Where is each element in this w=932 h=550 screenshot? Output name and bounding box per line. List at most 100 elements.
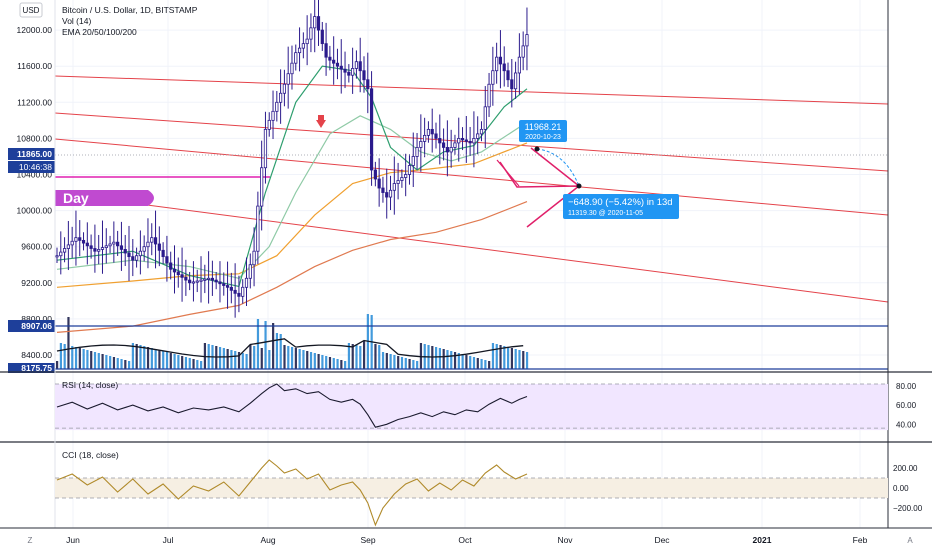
chart-header: USD Bitcoin / U.S. Dollar, 1D, BITSTAMP … [19,2,198,37]
volume-bar [306,351,309,369]
candle-body [495,56,499,72]
rsi-pane: 80.00 60.00 40.00 [55,382,917,431]
candle-body [74,237,78,242]
candle-body [513,72,518,90]
volume-bar [143,346,146,369]
candle-body [313,16,317,29]
volume-bar [253,346,256,369]
candle-body [138,250,142,257]
volume-bar [237,352,241,369]
candle-body [260,167,264,207]
volume-bar [264,321,267,369]
volume-bar [294,348,297,369]
candle-body [131,256,135,261]
price-tick-label: 12000.00 [17,25,53,35]
currency-button[interactable] [19,2,43,18]
time-tick-label: Jun [66,535,80,545]
volume-bar [355,345,358,369]
candle-body [263,128,268,169]
volume-bar [188,358,191,369]
level-upper-value: 8907.06 [21,321,52,331]
candle-body [385,192,389,198]
projection-drawing[interactable] [55,146,888,228]
volume-bar [507,347,510,369]
candle-body [354,61,359,69]
candle-body [339,65,343,70]
volume-bar [419,343,423,369]
candle-body [199,279,203,282]
time-axis[interactable]: Jun Jul Aug Sep Oct Nov Dec 2021 Feb [66,535,867,545]
candle-body [460,137,465,141]
volume-bar [184,357,188,369]
volume-bar [480,359,483,369]
volume-bar [351,344,354,369]
candle-body [510,79,514,90]
zoom-button[interactable]: Z [28,536,33,545]
volume-bar [397,356,400,369]
candle-body [59,251,63,257]
candle-body [100,247,105,250]
volume-bar [442,349,445,369]
candle-body [301,43,305,49]
volume-bar [192,359,195,369]
candle-body [369,88,374,171]
volume-ma-line [56,338,524,358]
price-tick-label: 11200.00 [17,97,52,107]
price-axis-labels[interactable]: 8400.00 8800.00 9200.00 9600.00 10000.00 1040… [17,25,53,360]
candle-body [279,92,283,103]
volume-bar [336,359,339,369]
level-badge-upper: 8907.06 [8,320,55,332]
candle-body [392,183,396,191]
level-lower-value: 8175.75 [21,363,52,373]
symbol-title: Bitcoin / U.S. Dollar, 1D, BITSTAMP [62,5,198,15]
volume-bar [317,354,320,369]
candle-body [248,264,252,279]
candle-body [241,286,245,297]
volume-bar [146,347,150,369]
volume-bar [97,353,100,369]
candle-body [521,45,525,58]
countdown-value: 10:46:38 [19,162,52,172]
volume-bar [465,355,468,369]
candle-body [89,245,93,249]
volume-bar [128,361,131,369]
volume-bar [165,352,169,369]
candle-body [449,147,453,153]
time-tick-label: 2021 [753,535,772,545]
volume-bar [226,349,229,369]
volume-bar [518,350,521,369]
candle-body [294,52,298,64]
candle-body [70,240,74,246]
rsi-band [55,384,888,431]
volume-bar [154,349,157,369]
study-ema: EMA 20/50/100/200 [62,27,137,37]
candle-body [237,292,241,297]
candle-body [184,276,188,281]
volume-bar [256,319,260,369]
price-tick-label: 10000.00 [17,206,53,216]
candle-body [81,239,86,244]
volume-bar [71,346,74,369]
volume-bar [82,349,85,369]
candle-body [388,189,393,198]
auto-scale-button[interactable]: A [907,536,913,545]
study-vol: Vol (14) [62,16,91,26]
rsi-line [56,383,528,428]
time-tick-label: Aug [260,535,275,545]
candle-body [275,101,279,112]
candle-body [305,38,309,45]
last-price-badge: 11865.00 10:46:38 [8,148,55,173]
volume-bar [499,345,502,369]
volume-bar [150,348,153,369]
candle-body [244,277,249,288]
candle-body [210,277,214,281]
price-grid [55,0,888,528]
peak-arrow-marker [316,115,326,128]
volume-bar [290,347,294,369]
rsi-label: RSI (14, close) [62,380,118,390]
volume-bar [283,345,286,369]
candle-body [445,147,449,153]
volume-bar [272,323,275,369]
volume-bar [173,354,176,369]
candle-body [180,274,184,278]
